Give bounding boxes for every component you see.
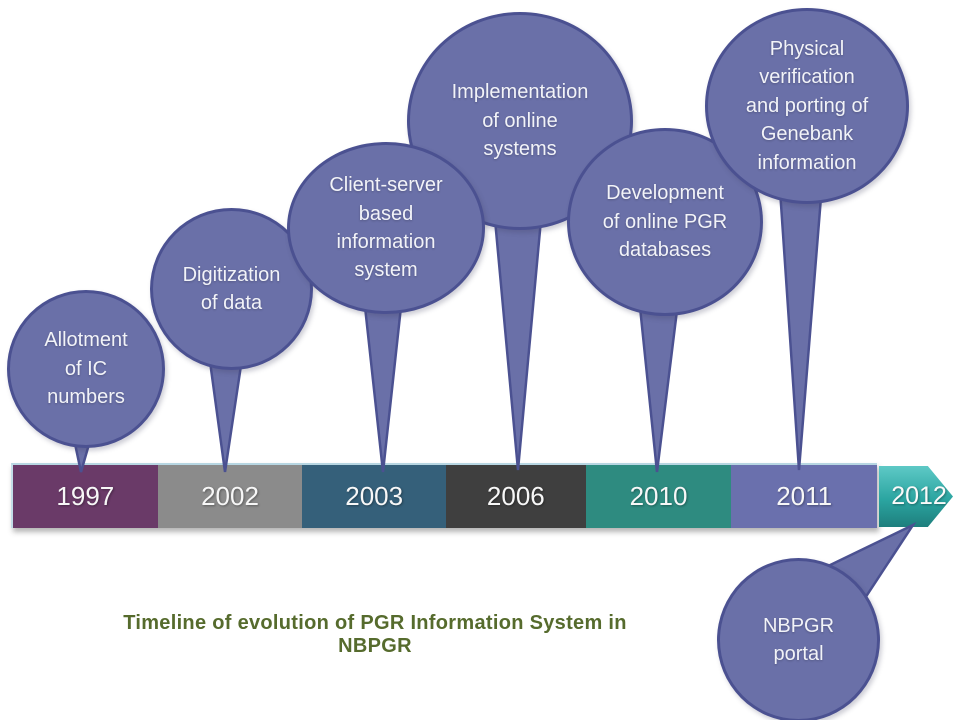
balloon-label: Allotment of IC numbers <box>44 329 128 409</box>
slide-caption: Timeline of evolution of PGR Information… <box>123 612 627 657</box>
timeline-arrow-2012: 2012 <box>879 466 953 527</box>
timeline-segment-2011: 2011 <box>731 465 877 528</box>
timeline-segment-1997: 1997 <box>13 465 158 528</box>
year-label: 2012 <box>891 482 947 510</box>
year-label: 2006 <box>486 481 545 511</box>
balloon-label: Implementation of online systems <box>451 81 589 161</box>
timeline-segment-2010: 2010 <box>585 465 732 528</box>
balloon-label: Development of online PGR databases <box>602 182 728 262</box>
balloon-label: Client-server based information system <box>329 174 443 282</box>
balloon-allotment-of-ic-numbers: Allotment of IC numbers <box>7 290 165 448</box>
year-label: 2011 <box>776 481 833 511</box>
balloon-client-server-information-system: Client-server based information system <box>287 142 485 314</box>
year-label: 2010 <box>629 481 688 511</box>
year-label: 1997 <box>56 481 115 511</box>
balloon-label: NBPGR portal <box>762 614 835 665</box>
balloon-label: Physical verification and porting of Gen… <box>745 38 869 174</box>
timeline-segment-2003: 2003 <box>302 465 447 528</box>
year-label: 2003 <box>345 481 404 511</box>
balloon-physical-verification-genebank: Physical verification and porting of Gen… <box>705 8 909 204</box>
balloon-label: Digitization of data <box>182 263 281 314</box>
timeline-segment-2002: 2002 <box>157 465 303 528</box>
tail-physical <box>776 158 826 471</box>
balloon-nbpgr-portal: NBPGR portal <box>717 558 880 720</box>
timeline-segment-2006: 2006 <box>446 465 586 528</box>
year-label: 2002 <box>201 481 259 511</box>
timeline-bar: 1997 2002 2003 2006 2010 2011 <box>11 463 877 528</box>
